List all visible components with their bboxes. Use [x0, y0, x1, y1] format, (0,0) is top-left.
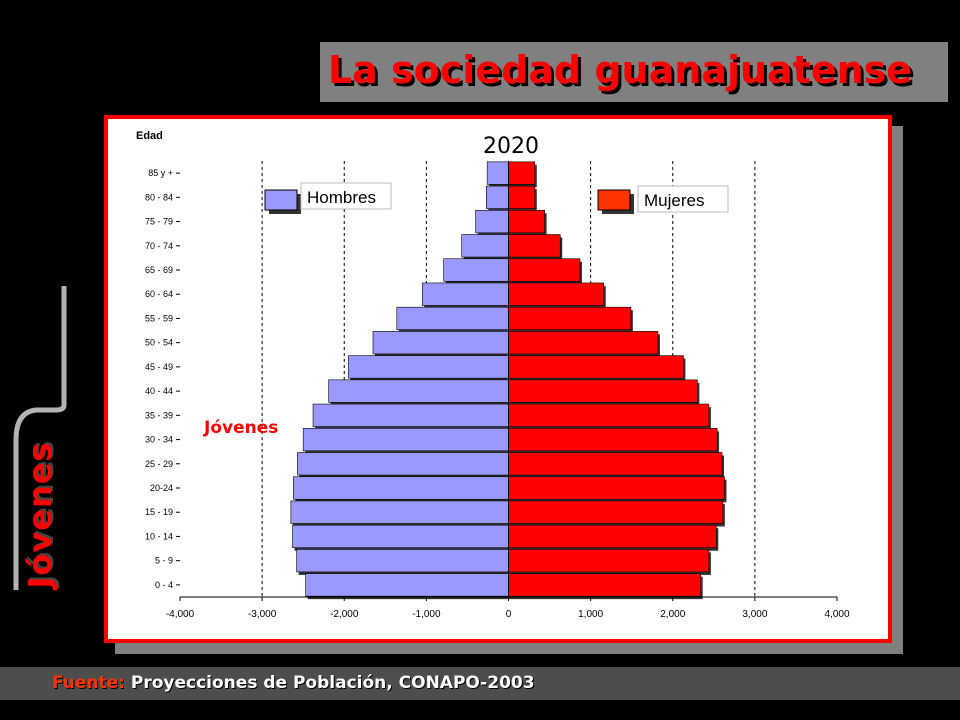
y-tick-label-10: 35 - 39 [145, 410, 173, 420]
chart-frame: 85 y + 80 - 84 75 - 79 70 - 74 65 - 69 60 - 6… [104, 115, 892, 643]
legend-mujeres-label: Mujeres [644, 191, 704, 210]
y-tick-labels: 85 y + 80 - 84 75 - 79 70 - 74 65 - 69 60 - 6… [145, 168, 173, 590]
y-tick-label-9: 40 - 44 [145, 386, 173, 396]
y-tick-label-16: 5 - 9 [155, 556, 173, 566]
legend-hombres-swatch [264, 189, 298, 211]
y-tick-label-2: 75 - 79 [145, 217, 173, 227]
hombres-bar-2 [475, 209, 509, 234]
y-tick-label-5: 60 - 64 [145, 289, 173, 299]
mujeres-bar-15 [508, 524, 717, 549]
hombres-bar-15 [292, 524, 509, 549]
hombres-bar-8 [348, 355, 509, 379]
x-tick-label-2: -2,000 [330, 609, 359, 620]
mujeres-bar-4 [508, 258, 581, 282]
y-tick-label-8: 45 - 49 [145, 362, 173, 372]
y-tick-label-6: 55 - 59 [145, 313, 173, 323]
footer-text: Fuente: Proyecciones de Población, CONAP… [52, 673, 535, 693]
mujeres-bar-10 [508, 403, 710, 427]
legend-mujeres-swatch [597, 189, 631, 211]
hombres-bar-0 [486, 161, 509, 185]
hombres-bar-14 [290, 500, 509, 524]
legend-hombres-box [300, 182, 392, 210]
side-bracket-decoration [13, 286, 67, 590]
hombres-bar-3 [461, 234, 509, 258]
jovenes-annotation: Jóvenes [203, 418, 278, 438]
footer-label: Fuente: [52, 673, 125, 693]
y-tick-label-3: 70 - 74 [145, 241, 173, 251]
hombres-bar-4 [443, 258, 509, 282]
x-tick-label-8: 4,000 [824, 609, 849, 620]
y-axis-title: Edad [136, 130, 163, 142]
legend-hombres-label: Hombres [307, 188, 376, 207]
hombres-bar-10 [312, 403, 509, 427]
hombres-bar-5 [421, 282, 509, 306]
mujeres-bar-0 [508, 161, 536, 185]
mujeres-bar-17 [508, 573, 701, 597]
side-label: Jóvenes [21, 441, 59, 589]
legend-hombres: Hombres [264, 182, 392, 214]
hombres-bar-13 [293, 476, 509, 500]
x-tick-label-3: -1,000 [412, 609, 441, 620]
mujeres-bar-12 [508, 452, 723, 476]
hombres-bar-6 [396, 306, 509, 331]
hombres-bar-7 [372, 331, 509, 355]
hombres-bar-9 [328, 379, 509, 403]
mujeres-bar-11 [508, 427, 718, 452]
mujeres-bar-6 [508, 306, 632, 331]
mujeres-bar-5 [508, 282, 605, 306]
y-tick-label-13: 20-24 [150, 483, 173, 493]
mujeres-bar-16 [508, 549, 710, 573]
x-tick-label-7: 3,000 [742, 609, 767, 620]
footer-bar: Fuente: Proyecciones de Población, CONAP… [0, 667, 960, 700]
legend-mujeres: Mujeres [597, 185, 729, 214]
mujeres-bar-1 [508, 185, 536, 209]
hombres-bar-12 [297, 452, 509, 476]
legend-mujeres-box [637, 185, 729, 213]
y-tick-label-11: 30 - 34 [145, 435, 173, 445]
axes [176, 161, 838, 601]
y-tick-label-15: 10 - 14 [145, 531, 173, 541]
hombres-bar-16 [296, 549, 509, 573]
mujeres-bar-3 [508, 234, 561, 258]
y-tick-label-12: 25 - 29 [145, 459, 173, 469]
title-bar: La sociedad guanajuatense [320, 42, 948, 102]
hombres-bar-1 [486, 185, 509, 209]
footer-source: Proyecciones de Población, CONAPO-2003 [130, 673, 535, 693]
slide-title: La sociedad guanajuatense [327, 48, 913, 92]
x-tick-label-1: -3,000 [248, 609, 277, 620]
mujeres-bar-14 [508, 500, 724, 524]
mujeres-bar-7 [508, 331, 659, 355]
mujeres-bar-9 [508, 379, 698, 403]
x-tick-label-5: 1,000 [578, 609, 603, 620]
y-tick-label-0: 85 y + [148, 168, 173, 178]
x-tick-labels: -4,000 -3,000 -2,000 -1,000 0 1,000 2,000 3,000… [166, 609, 850, 620]
y-tick-label-17: 0 - 4 [155, 580, 173, 590]
mujeres-bar-8 [508, 355, 684, 379]
y-tick-label-1: 80 - 84 [145, 192, 173, 202]
x-tick-label-0: -4,000 [166, 609, 195, 620]
chart-title: 2020 [483, 134, 539, 159]
mujeres-bar-13 [508, 476, 725, 500]
population-pyramid-chart: 85 y + 80 - 84 75 - 79 70 - 74 65 - 69 60 - 6… [136, 130, 850, 620]
bars [290, 161, 727, 600]
x-tick-label-4: 0 [506, 609, 512, 620]
y-tick-label-7: 50 - 54 [145, 338, 173, 348]
hombres-bar-17 [305, 573, 509, 597]
y-tick-label-14: 15 - 19 [145, 507, 173, 517]
hombres-bar-11 [302, 427, 509, 452]
x-tick-label-6: 2,000 [660, 609, 685, 620]
mujeres-bar-2 [508, 209, 545, 234]
y-tick-label-4: 65 - 69 [145, 265, 173, 275]
